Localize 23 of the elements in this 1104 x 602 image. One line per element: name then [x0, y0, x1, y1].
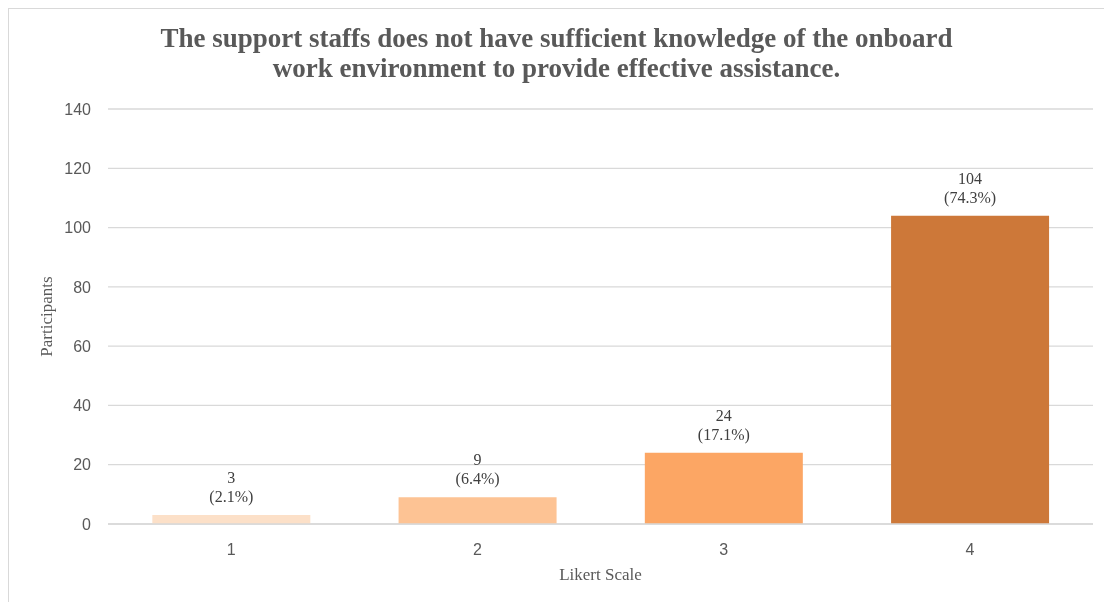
x-tick-label: 1: [226, 541, 236, 559]
y-tick-label: 20: [73, 456, 92, 474]
y-tick-label: 60: [73, 337, 92, 355]
x-tick-label: 3: [719, 541, 729, 559]
y-tick-label: 0: [82, 515, 92, 533]
x-axis-title: Likert Scale: [559, 565, 642, 584]
data-label: 9 (6.4%): [455, 451, 500, 489]
data-label: 24 (17.1%): [697, 406, 750, 444]
data-label: 104 (74.3%): [944, 169, 997, 207]
bar: [152, 515, 311, 524]
chart-title: The support staffs does not have sufficient knowledge of the onboard work environment to provide effective assistance.: [159, 23, 954, 83]
bar: [891, 215, 1050, 524]
bar: [398, 497, 557, 524]
y-tick-label: 40: [73, 397, 92, 415]
y-tick-label: 140: [64, 100, 92, 118]
x-tick-label: 2: [472, 541, 482, 559]
y-tick-label: 100: [64, 219, 92, 237]
y-tick-label: 120: [64, 159, 92, 177]
y-tick-label: 80: [73, 278, 92, 296]
data-label: 3 (2.1%): [209, 469, 254, 507]
bar: [644, 452, 803, 524]
y-axis-title: Participants: [36, 276, 56, 357]
x-tick-label: 4: [965, 541, 975, 559]
